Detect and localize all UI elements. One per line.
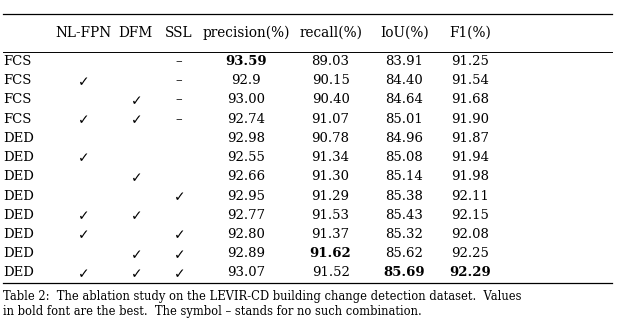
Text: DFM: DFM	[118, 26, 152, 40]
Text: 91.87: 91.87	[451, 132, 490, 145]
Text: precision(%): precision(%)	[202, 26, 290, 40]
Text: 93.59: 93.59	[225, 55, 267, 68]
Text: 85.32: 85.32	[385, 228, 423, 241]
Text: 92.95: 92.95	[227, 189, 265, 203]
Text: –: –	[175, 55, 182, 68]
Text: 84.40: 84.40	[385, 74, 423, 87]
Text: DED: DED	[3, 132, 34, 145]
Text: $\checkmark$: $\checkmark$	[130, 266, 141, 280]
Text: –: –	[175, 74, 182, 87]
Text: 85.62: 85.62	[385, 247, 423, 260]
Text: 91.94: 91.94	[451, 151, 490, 164]
Text: 91.54: 91.54	[452, 74, 490, 87]
Text: FCS: FCS	[3, 74, 31, 87]
Text: –: –	[175, 113, 182, 126]
Text: IoU(%): IoU(%)	[380, 26, 429, 40]
Text: DED: DED	[3, 170, 34, 183]
Text: –: –	[175, 93, 182, 107]
Text: $\checkmark$: $\checkmark$	[130, 208, 141, 222]
Text: 91.25: 91.25	[452, 55, 490, 68]
Text: 91.98: 91.98	[451, 170, 490, 183]
Text: 91.07: 91.07	[312, 113, 349, 126]
Text: $\checkmark$: $\checkmark$	[173, 189, 184, 203]
Text: 92.11: 92.11	[452, 189, 490, 203]
Text: $\checkmark$: $\checkmark$	[77, 74, 89, 88]
Text: 91.34: 91.34	[312, 151, 349, 164]
Text: 92.15: 92.15	[452, 209, 490, 222]
Text: 84.96: 84.96	[385, 132, 424, 145]
Text: 92.25: 92.25	[452, 247, 490, 260]
Text: 92.89: 92.89	[227, 247, 265, 260]
Text: 90.78: 90.78	[312, 132, 349, 145]
Text: recall(%): recall(%)	[299, 26, 362, 40]
Text: 93.07: 93.07	[227, 266, 265, 279]
Text: FCS: FCS	[3, 113, 31, 126]
Text: 83.91: 83.91	[385, 55, 424, 68]
Text: 91.37: 91.37	[312, 228, 349, 241]
Text: FCS: FCS	[3, 93, 31, 107]
Text: 85.69: 85.69	[383, 266, 425, 279]
Text: 91.90: 91.90	[451, 113, 490, 126]
Text: 93.00: 93.00	[227, 93, 265, 107]
Text: 91.53: 91.53	[312, 209, 349, 222]
Text: $\checkmark$: $\checkmark$	[77, 112, 89, 126]
Text: $\checkmark$: $\checkmark$	[173, 247, 184, 261]
Text: 92.66: 92.66	[227, 170, 265, 183]
Text: 91.68: 91.68	[451, 93, 490, 107]
Text: 85.01: 85.01	[385, 113, 423, 126]
Text: Table 2:  The ablation study on the LEVIR-CD building change detection dataset. : Table 2: The ablation study on the LEVIR…	[3, 290, 522, 318]
Text: 91.52: 91.52	[312, 266, 349, 279]
Text: 92.77: 92.77	[227, 209, 265, 222]
Text: NL-FPN: NL-FPN	[55, 26, 111, 40]
Text: 85.08: 85.08	[385, 151, 423, 164]
Text: $\checkmark$: $\checkmark$	[173, 228, 184, 241]
Text: DED: DED	[3, 151, 34, 164]
Text: $\checkmark$: $\checkmark$	[77, 266, 89, 280]
Text: DED: DED	[3, 247, 34, 260]
Text: 91.29: 91.29	[312, 189, 349, 203]
Text: 92.80: 92.80	[227, 228, 265, 241]
Text: $\checkmark$: $\checkmark$	[130, 93, 141, 107]
Text: $\checkmark$: $\checkmark$	[130, 112, 141, 126]
Text: $\checkmark$: $\checkmark$	[77, 228, 89, 241]
Text: $\checkmark$: $\checkmark$	[130, 170, 141, 184]
Text: $\checkmark$: $\checkmark$	[77, 208, 89, 222]
Text: 85.14: 85.14	[385, 170, 423, 183]
Text: 84.64: 84.64	[385, 93, 423, 107]
Text: 90.15: 90.15	[312, 74, 349, 87]
Text: DED: DED	[3, 209, 34, 222]
Text: F1(%): F1(%)	[449, 26, 492, 40]
Text: SSL: SSL	[164, 26, 192, 40]
Text: 92.29: 92.29	[450, 266, 492, 279]
Text: 91.30: 91.30	[312, 170, 349, 183]
Text: 92.74: 92.74	[227, 113, 265, 126]
Text: 92.9: 92.9	[231, 74, 261, 87]
Text: 91.62: 91.62	[310, 247, 351, 260]
Text: 85.38: 85.38	[385, 189, 423, 203]
Text: 92.98: 92.98	[227, 132, 265, 145]
Text: $\checkmark$: $\checkmark$	[77, 151, 89, 165]
Text: 92.08: 92.08	[452, 228, 490, 241]
Text: DED: DED	[3, 266, 34, 279]
Text: FCS: FCS	[3, 55, 31, 68]
Text: 89.03: 89.03	[312, 55, 349, 68]
Text: $\checkmark$: $\checkmark$	[173, 266, 184, 280]
Text: DED: DED	[3, 189, 34, 203]
Text: $\checkmark$: $\checkmark$	[130, 247, 141, 261]
Text: DED: DED	[3, 228, 34, 241]
Text: 92.55: 92.55	[227, 151, 265, 164]
Text: 90.40: 90.40	[312, 93, 349, 107]
Text: 85.43: 85.43	[385, 209, 423, 222]
